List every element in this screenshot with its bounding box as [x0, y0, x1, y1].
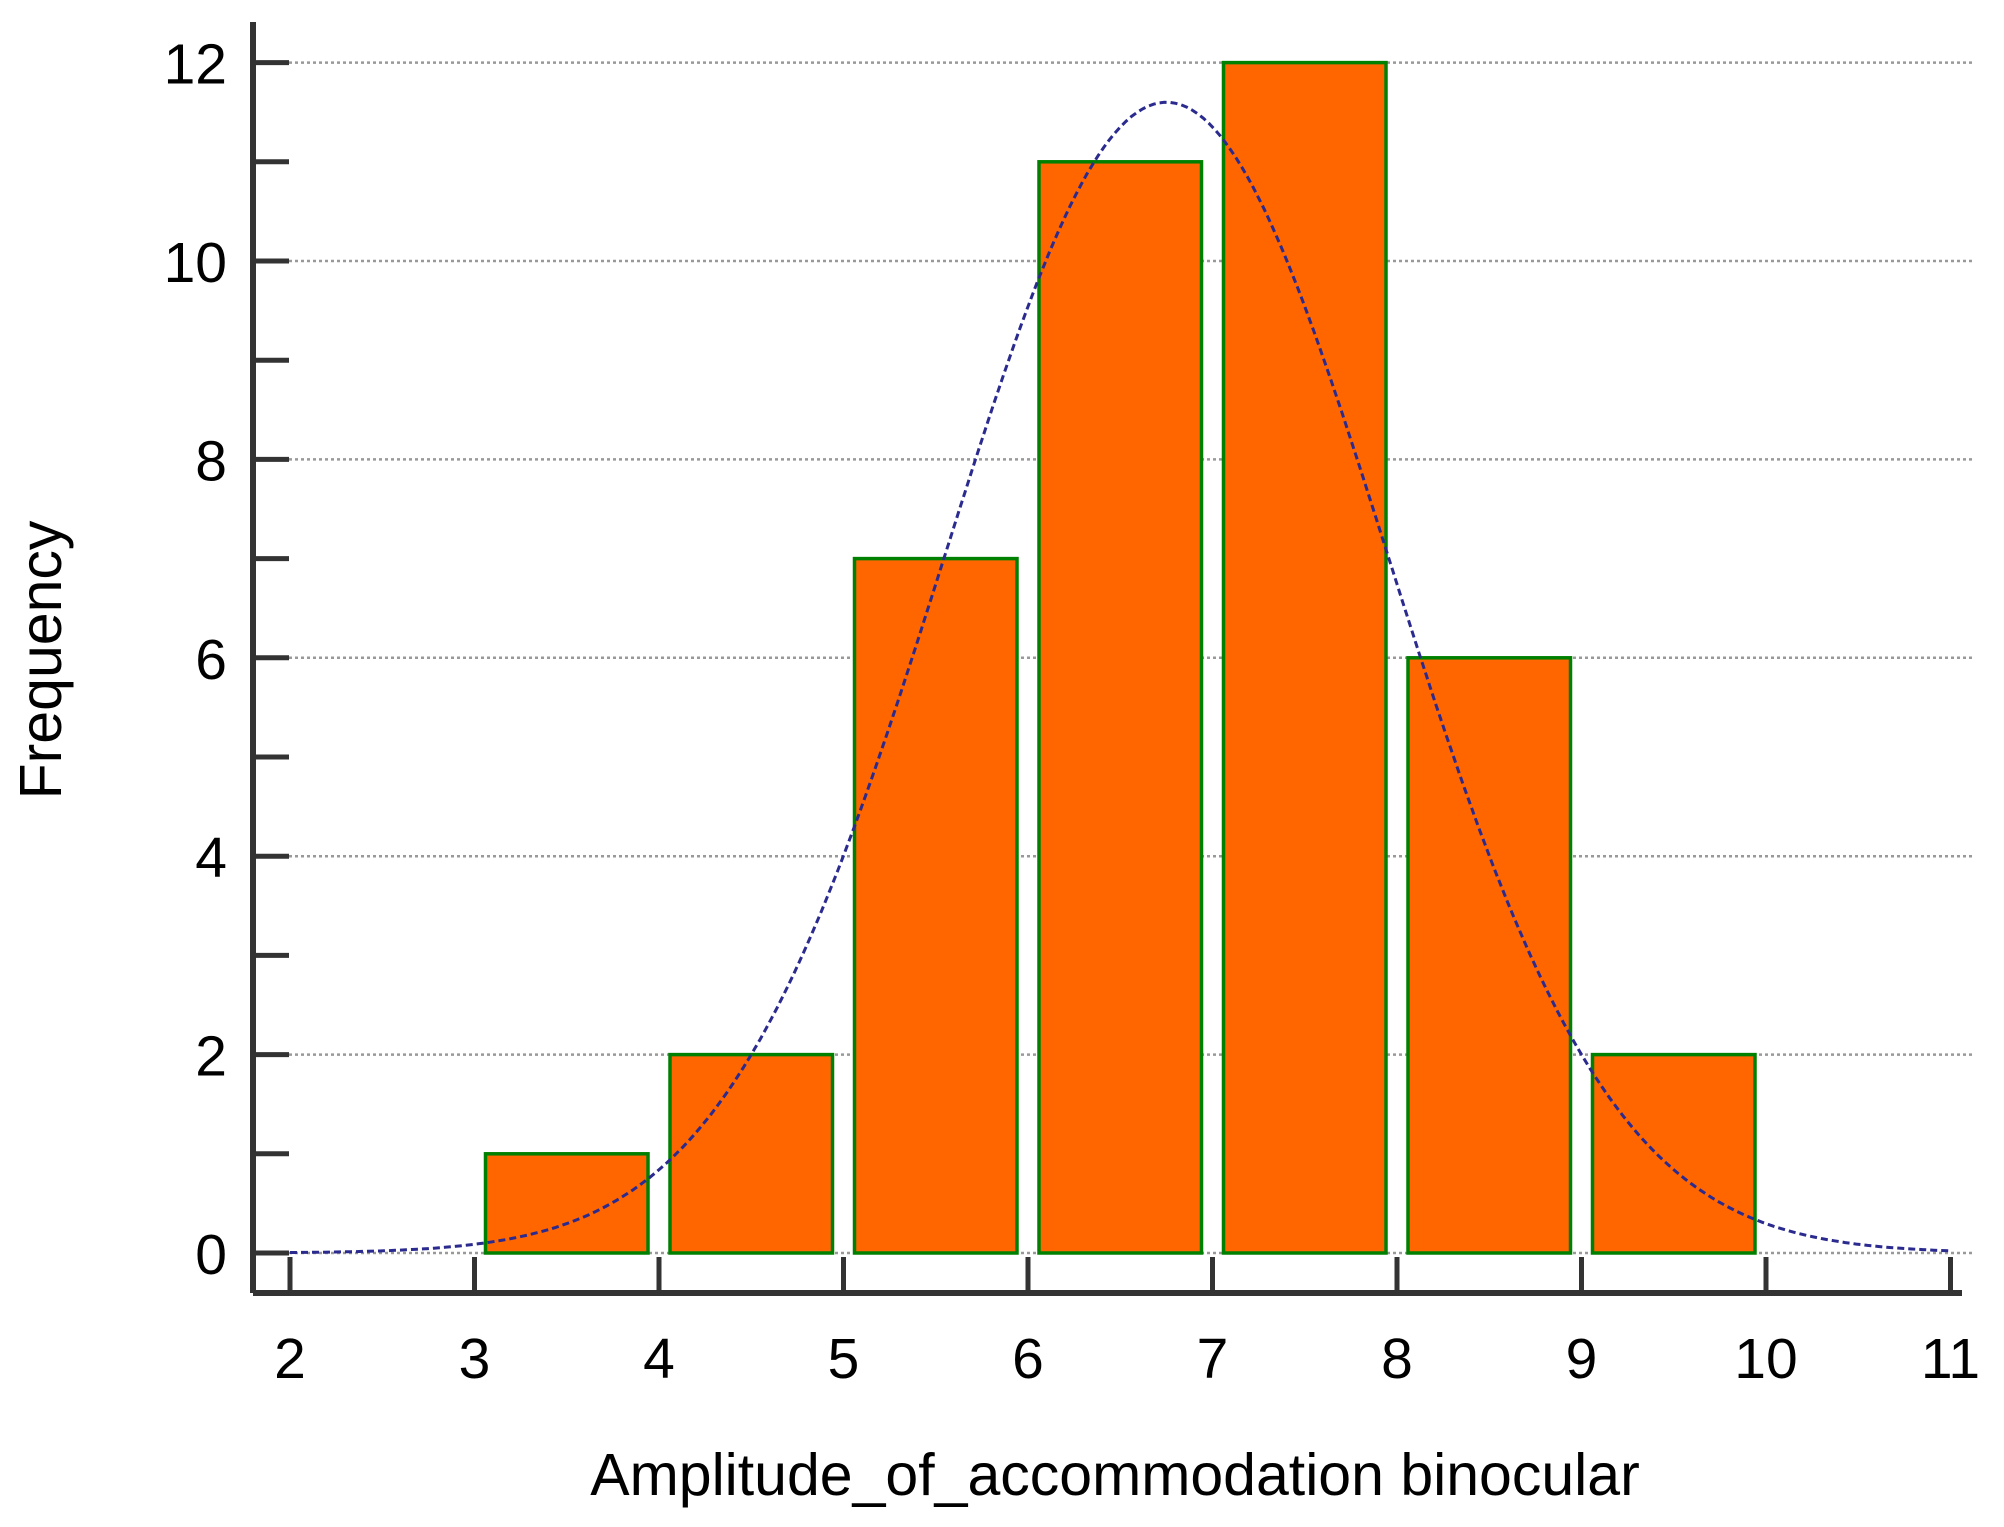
- histogram-bar: [1406, 656, 1573, 1255]
- y-tick-label: 2: [195, 1025, 227, 1089]
- y-tick-label: 8: [195, 429, 227, 493]
- y-tick-label: 10: [164, 231, 227, 295]
- x-axis-title: Amplitude_of_accommodation binocular: [590, 1442, 1640, 1508]
- y-tick-label: 0: [195, 1223, 227, 1287]
- x-tick-label: 7: [1197, 1327, 1229, 1391]
- y-tick-label: 6: [195, 628, 227, 692]
- histogram-bar: [1037, 160, 1204, 1255]
- y-axis-title: Frequency: [8, 520, 74, 799]
- x-tick-label: 8: [1381, 1327, 1413, 1391]
- x-tick-label: 6: [1012, 1327, 1044, 1391]
- y-tick-label: 12: [164, 33, 227, 97]
- x-tick-label: 4: [643, 1327, 675, 1391]
- bars: [483, 60, 1757, 1255]
- x-tick-label: 9: [1566, 1327, 1598, 1391]
- y-tick-label: 4: [195, 826, 227, 890]
- x-tick-label: 3: [459, 1327, 491, 1391]
- histogram-bar: [1590, 1052, 1757, 1255]
- histogram-bar: [483, 1152, 650, 1255]
- histogram-bar: [1221, 60, 1388, 1255]
- x-tick-label: 11: [1921, 1327, 1980, 1391]
- x-tick-label: 2: [274, 1327, 306, 1391]
- histogram-bar: [852, 556, 1019, 1255]
- x-tick-label: 10: [1734, 1327, 1797, 1391]
- histogram-bar: [668, 1052, 835, 1255]
- axes: [250, 22, 1962, 1296]
- x-tick-label: 5: [828, 1327, 860, 1391]
- normal-distribution-curve: [290, 100, 1951, 1254]
